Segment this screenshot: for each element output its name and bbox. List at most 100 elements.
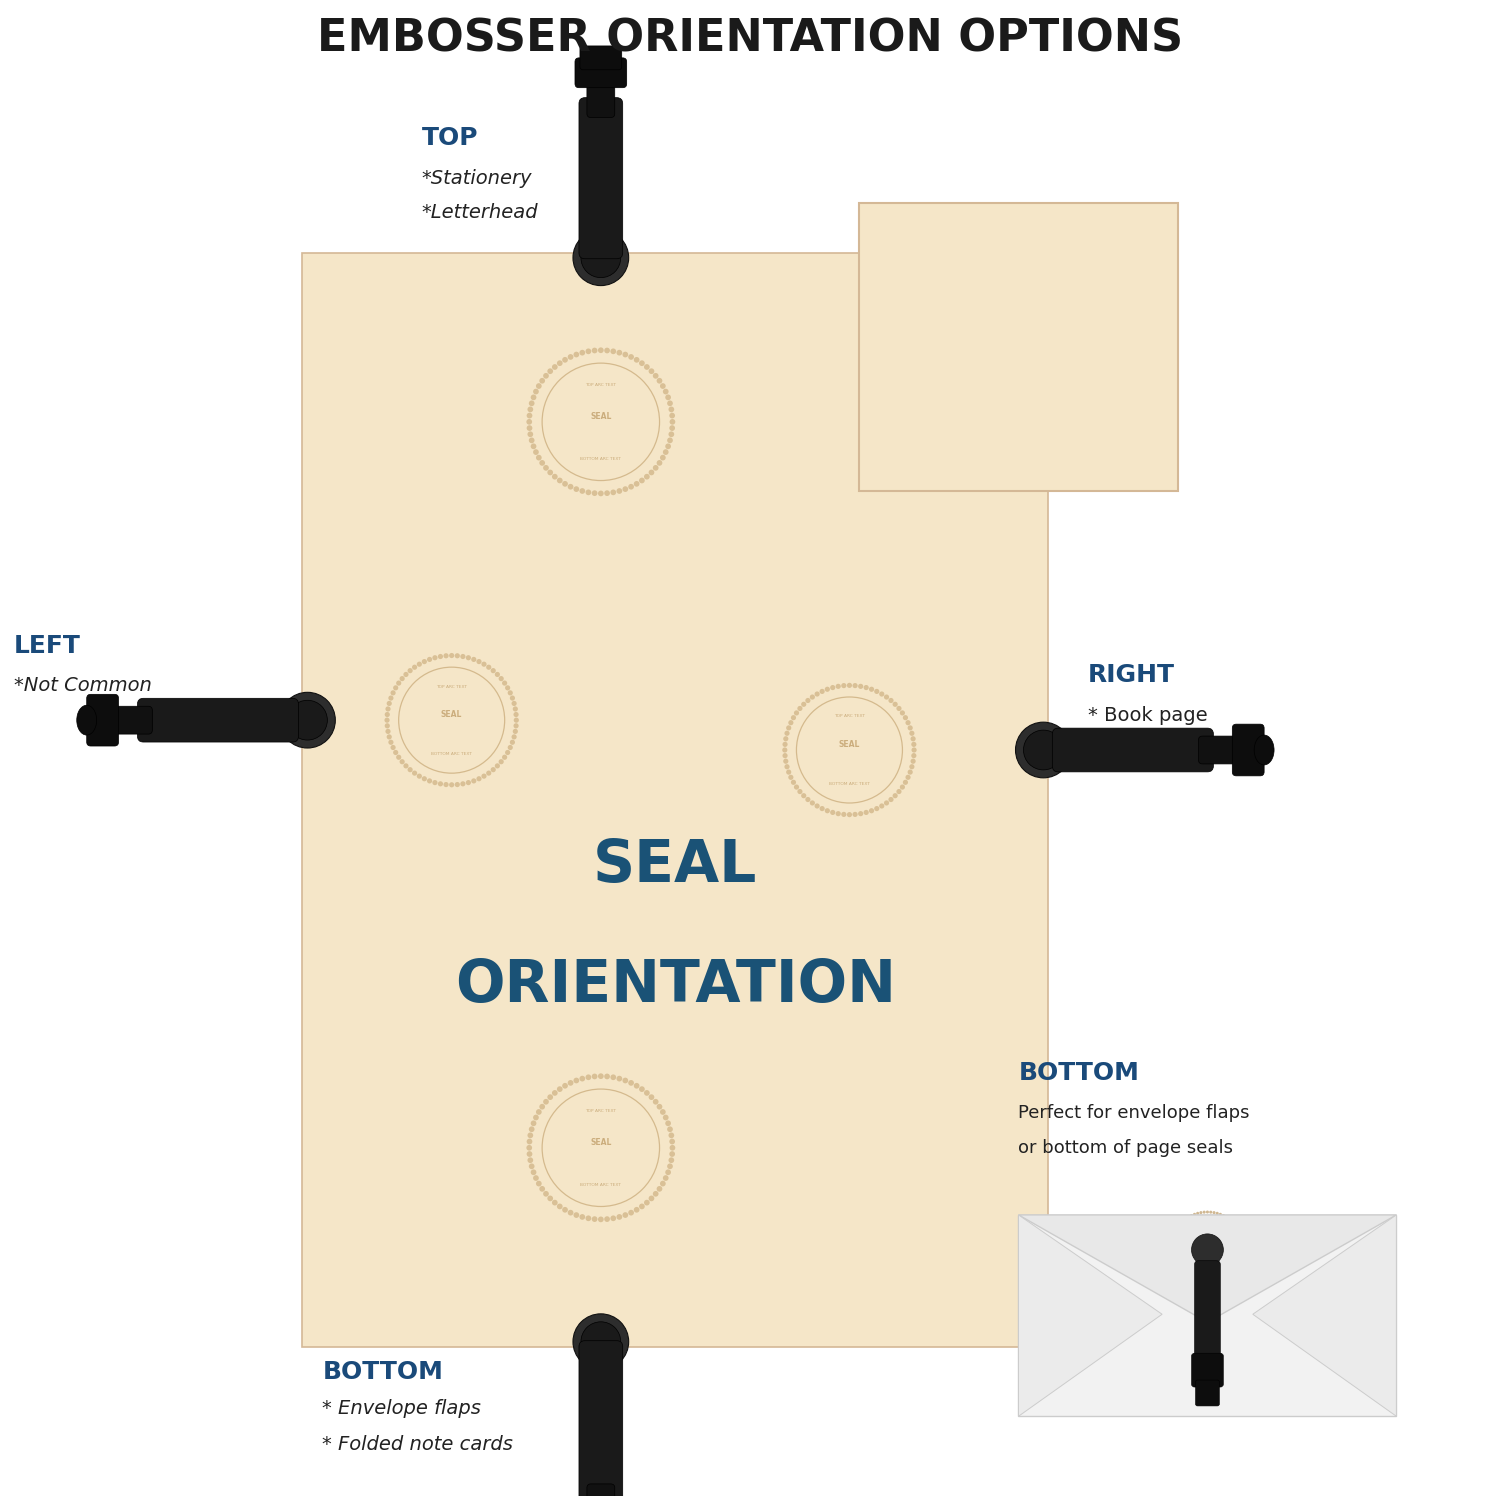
Circle shape <box>1041 248 1048 255</box>
Circle shape <box>1170 1258 1173 1262</box>
Polygon shape <box>1019 1215 1396 1323</box>
Circle shape <box>567 484 573 489</box>
Text: EMBOSSER ORIENTATION OPTIONS: EMBOSSER ORIENTATION OPTIONS <box>316 18 1184 60</box>
Circle shape <box>526 1144 532 1150</box>
Circle shape <box>513 723 519 729</box>
Circle shape <box>1032 441 1040 448</box>
Circle shape <box>598 490 603 496</box>
Circle shape <box>652 1191 658 1197</box>
Circle shape <box>393 750 399 754</box>
Circle shape <box>1244 1248 1246 1251</box>
Circle shape <box>530 1164 534 1168</box>
Circle shape <box>1179 1221 1182 1224</box>
Circle shape <box>1203 1210 1206 1214</box>
Circle shape <box>1192 1214 1196 1216</box>
Circle shape <box>556 1203 562 1209</box>
Circle shape <box>915 344 922 351</box>
Circle shape <box>1016 722 1071 778</box>
FancyBboxPatch shape <box>1198 736 1243 764</box>
Circle shape <box>531 444 537 448</box>
Circle shape <box>939 279 946 288</box>
Circle shape <box>506 686 510 690</box>
Circle shape <box>1206 1286 1209 1288</box>
Circle shape <box>567 1210 573 1215</box>
Circle shape <box>610 1215 616 1221</box>
Circle shape <box>1191 1234 1224 1266</box>
Circle shape <box>957 262 966 270</box>
Circle shape <box>1101 393 1108 400</box>
Circle shape <box>506 750 510 754</box>
Circle shape <box>622 1077 628 1083</box>
Circle shape <box>1242 1239 1245 1242</box>
Circle shape <box>1244 1245 1246 1248</box>
Circle shape <box>782 747 788 753</box>
Circle shape <box>663 388 669 394</box>
Circle shape <box>1190 1282 1192 1286</box>
Circle shape <box>897 789 902 794</box>
Text: TOP: TOP <box>422 126 478 150</box>
Text: TOP ARC TEXT: TOP ARC TEXT <box>1196 1228 1219 1232</box>
Circle shape <box>526 1150 532 1156</box>
Circle shape <box>852 682 858 688</box>
Circle shape <box>490 668 496 674</box>
Circle shape <box>669 432 674 436</box>
Circle shape <box>888 796 894 802</box>
Circle shape <box>964 429 974 438</box>
Circle shape <box>526 1138 532 1144</box>
Circle shape <box>639 360 645 366</box>
Circle shape <box>669 1158 674 1162</box>
Circle shape <box>548 1196 554 1202</box>
Circle shape <box>498 759 504 765</box>
Circle shape <box>794 784 800 789</box>
Circle shape <box>657 1104 663 1110</box>
Circle shape <box>454 652 460 658</box>
Circle shape <box>668 438 674 442</box>
Circle shape <box>1178 1272 1180 1275</box>
Circle shape <box>616 1214 622 1219</box>
Circle shape <box>1178 1224 1180 1227</box>
Circle shape <box>530 438 534 442</box>
Circle shape <box>448 652 454 658</box>
Circle shape <box>604 1074 610 1080</box>
Circle shape <box>396 681 402 686</box>
Circle shape <box>1041 440 1048 447</box>
Text: BOTTOM ARC TEXT: BOTTOM ARC TEXT <box>981 394 1056 404</box>
Circle shape <box>530 400 534 406</box>
Circle shape <box>1064 256 1072 265</box>
Circle shape <box>663 1174 669 1180</box>
Circle shape <box>460 654 465 658</box>
Circle shape <box>910 759 915 764</box>
Circle shape <box>536 1108 542 1114</box>
Circle shape <box>798 706 802 711</box>
Circle shape <box>628 484 634 489</box>
Circle shape <box>628 1210 634 1215</box>
Circle shape <box>939 406 946 416</box>
Text: TOP ARC TEXT: TOP ARC TEXT <box>585 1108 616 1113</box>
Circle shape <box>912 742 916 747</box>
Circle shape <box>794 711 800 716</box>
Circle shape <box>1104 386 1113 393</box>
Circle shape <box>1104 302 1113 309</box>
Circle shape <box>652 465 658 471</box>
Circle shape <box>1101 294 1108 302</box>
Circle shape <box>798 789 802 794</box>
Circle shape <box>1186 1215 1190 1218</box>
Circle shape <box>598 348 603 352</box>
Circle shape <box>1007 244 1014 252</box>
Circle shape <box>510 740 515 746</box>
Circle shape <box>916 326 924 334</box>
Circle shape <box>1226 1281 1228 1284</box>
Circle shape <box>666 394 670 400</box>
Text: TOP ARC TEXT: TOP ARC TEXT <box>834 714 866 718</box>
Circle shape <box>660 382 666 388</box>
Circle shape <box>864 810 868 814</box>
Circle shape <box>908 726 914 730</box>
Circle shape <box>444 782 448 788</box>
Circle shape <box>1090 406 1098 416</box>
Circle shape <box>928 393 936 400</box>
Circle shape <box>622 1212 628 1218</box>
Circle shape <box>579 488 585 494</box>
Circle shape <box>498 676 504 681</box>
Circle shape <box>399 676 405 681</box>
Circle shape <box>783 736 789 741</box>
